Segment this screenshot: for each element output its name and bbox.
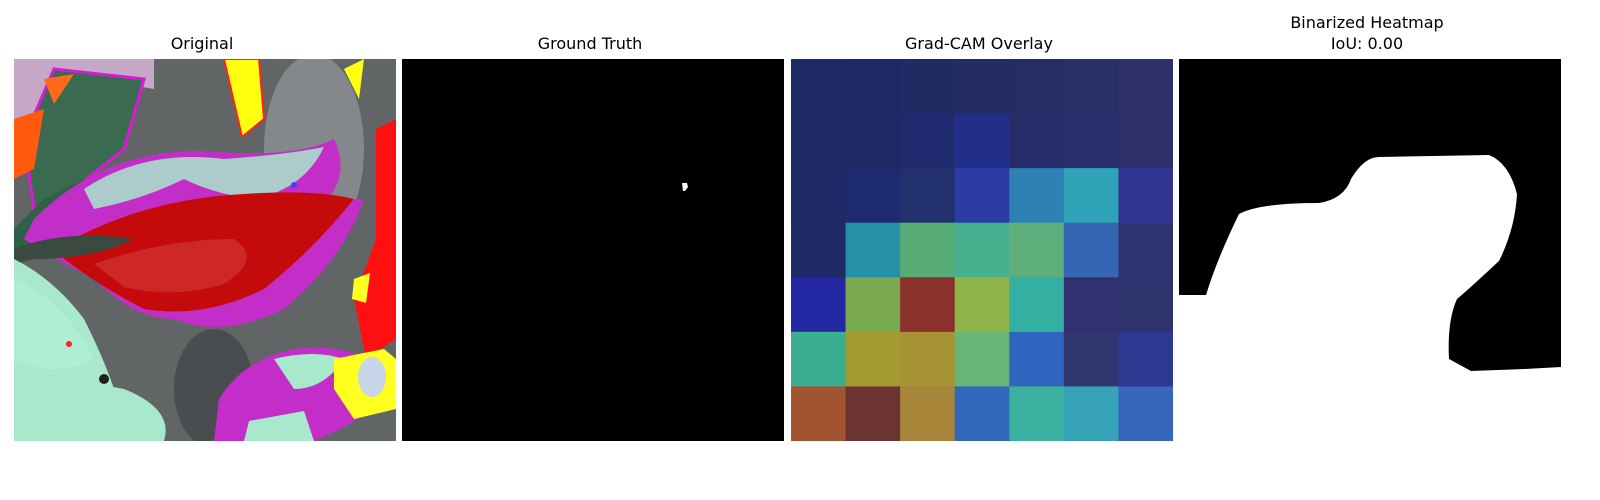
gradcam-cell <box>791 168 847 224</box>
gradcam-cell <box>1118 222 1173 278</box>
gradcam-cell <box>1009 277 1065 333</box>
gradcam-cell <box>1118 113 1173 169</box>
panel-title-gradcam-overlay: Grad-CAM Overlay <box>905 34 1053 53</box>
gradcam-cell <box>1009 222 1065 278</box>
original-image <box>14 59 396 441</box>
gradcam-cell <box>900 59 956 115</box>
gradcam-cell <box>845 331 901 387</box>
panel-title-original: Original <box>170 34 234 53</box>
gradcam-cell <box>1009 113 1065 169</box>
binarized-heatmap <box>1179 59 1561 441</box>
gradcam-cell <box>1063 59 1119 115</box>
gradcam-cell <box>1063 331 1119 387</box>
gradcam-cell <box>1118 59 1173 115</box>
gradcam-cell <box>845 386 901 441</box>
gradcam-cell <box>900 331 956 387</box>
panel-title-binarized-heatmap: Binarized Heatmap <box>1290 13 1444 32</box>
ground-truth-mask <box>402 59 784 441</box>
gradcam-cell <box>845 59 901 115</box>
gradcam-cell <box>845 113 901 169</box>
gradcam-cell <box>791 222 847 278</box>
gradcam-overlay <box>791 59 1173 441</box>
gradcam-cell <box>954 222 1010 278</box>
gradcam-cell <box>900 113 956 169</box>
gradcam-cell <box>791 113 847 169</box>
gradcam-cell <box>1063 113 1119 169</box>
gradcam-cell <box>1063 277 1119 333</box>
gradcam-cell <box>1118 331 1173 387</box>
gradcam-cell <box>954 168 1010 224</box>
gradcam-cell <box>791 331 847 387</box>
gradcam-cell <box>954 59 1010 115</box>
gradcam-cell <box>845 277 901 333</box>
gradcam-cell <box>1118 168 1173 224</box>
gradcam-cell <box>1009 168 1065 224</box>
gradcam-cell <box>900 277 956 333</box>
gradcam-cell <box>791 277 847 333</box>
gradcam-cell <box>954 331 1010 387</box>
gradcam-cell <box>1009 386 1065 441</box>
gradcam-cell <box>900 386 956 441</box>
gradcam-cell <box>1063 386 1119 441</box>
gradcam-cell <box>954 113 1010 169</box>
gradcam-cell <box>845 168 901 224</box>
gradcam-cell <box>791 386 847 441</box>
gradcam-cell <box>900 222 956 278</box>
gradcam-cell <box>791 59 847 115</box>
gradcam-cell <box>1009 59 1065 115</box>
gradcam-cell <box>1118 386 1173 441</box>
iou-score: IoU: 0.00 <box>1330 34 1404 53</box>
gradcam-cell <box>900 168 956 224</box>
gradcam-cell <box>845 222 901 278</box>
gradcam-cell <box>1118 277 1173 333</box>
gradcam-cell <box>954 277 1010 333</box>
gradcam-cell <box>954 386 1010 441</box>
gradcam-cell <box>1063 222 1119 278</box>
gradcam-cell <box>1009 331 1065 387</box>
gradcam-cell <box>1063 168 1119 224</box>
panel-title-ground-truth: Ground Truth <box>537 34 643 53</box>
